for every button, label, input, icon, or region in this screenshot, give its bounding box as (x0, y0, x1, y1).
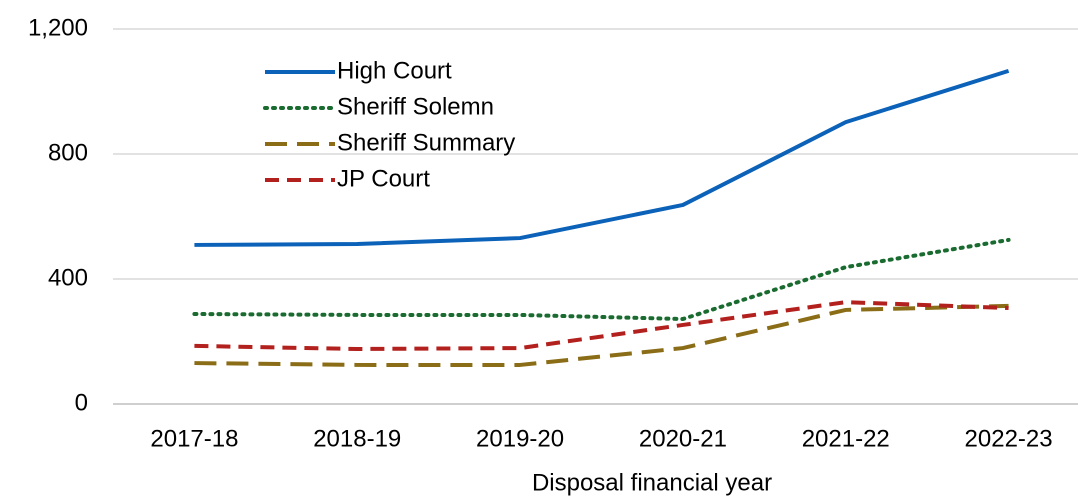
series-line (194, 68, 1010, 247)
x-tick-label: 2021-22 (802, 425, 890, 452)
legend-label: Sheriff Summary (337, 129, 515, 156)
x-tick-label: 2022-23 (965, 425, 1053, 452)
legend-label: High Court (337, 57, 452, 84)
series-line (194, 303, 1009, 367)
series-line (192, 237, 1011, 321)
y-tick-label: 400 (48, 264, 88, 291)
y-tick-label: 800 (48, 139, 88, 166)
series-line (194, 300, 1009, 351)
y-tick-label: 1,200 (28, 14, 88, 41)
x-tick-label: 2018-19 (313, 425, 401, 452)
x-tick-label: 2020-21 (639, 425, 727, 452)
legend-label: JP Court (337, 165, 430, 192)
x-tick-label: 2019-20 (476, 425, 564, 452)
legend-label: Sheriff Solemn (337, 93, 494, 120)
x-tick-label: 2017-18 (150, 425, 238, 452)
y-tick-label: 0 (75, 389, 88, 416)
x-axis-label: Disposal financial year (532, 469, 772, 496)
